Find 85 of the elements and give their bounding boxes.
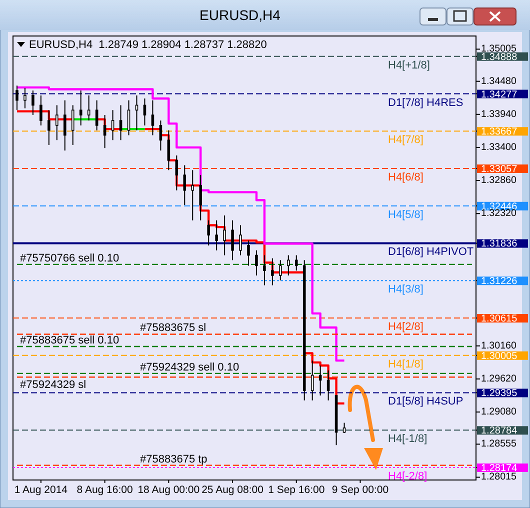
ref-line-label: H4[2/8]	[388, 321, 424, 334]
candlestick	[63, 100, 66, 152]
y-tick-label: 1.33057	[481, 164, 518, 175]
candlestick	[247, 240, 250, 266]
ref-line-label: D1[5/8] H4SUP	[388, 396, 464, 408]
candlestick	[199, 174, 202, 221]
candlestick	[255, 250, 258, 276]
chart-subtitle: EURUSD,H4 1.28749 1.28904 1.28737 1.28820	[29, 39, 267, 51]
x-tick-label: 18 Aug 00:00	[138, 484, 200, 496]
candlestick	[263, 254, 266, 286]
y-tick-label: 1.33940	[481, 108, 517, 120]
y-tick-label: 1.34480	[481, 76, 517, 87]
candlestick	[24, 88, 26, 109]
ref-line-label: H4[1/8]	[388, 358, 424, 370]
ref-line-label: H4[6/8]	[388, 171, 424, 184]
candlestick	[71, 104, 74, 146]
ref-line-label: D1[7/8] H4RES	[388, 96, 464, 109]
chart-title: EURUSD,H4	[200, 7, 281, 23]
series-label: #75883675 tp	[140, 453, 208, 466]
y-tick-label: 1.30005	[481, 350, 518, 362]
candlestick	[127, 100, 130, 136]
candlestick	[191, 170, 194, 221]
x-tick-label: 9 Sep 00:00	[332, 484, 389, 496]
y-tick-label: 1.29395	[481, 388, 518, 400]
candlestick	[95, 100, 98, 131]
ref-line-label: D1[6/8] H4PIVOT	[388, 246, 474, 258]
candlestick	[215, 220, 218, 251]
candlestick	[223, 214, 226, 256]
series-label: #75924329 sl	[20, 379, 86, 392]
candlestick	[40, 94, 42, 126]
y-tick-label: 1.28784	[481, 426, 518, 437]
y-tick-label: 1.34277	[481, 89, 518, 100]
candlestick	[56, 104, 58, 141]
candlestick	[32, 90, 34, 116]
candlestick	[16, 85, 18, 111]
candlestick	[183, 164, 186, 206]
y-tick-label: 1.33400	[481, 142, 517, 153]
ref-line-label: H4[7/8]	[388, 134, 424, 146]
candlestick	[318, 364, 322, 396]
series-label: #75883675 sl	[140, 322, 206, 334]
candlestick	[342, 422, 346, 434]
candlestick	[48, 110, 50, 146]
candlestick	[119, 104, 122, 141]
candlestick	[103, 114, 106, 149]
x-tick-label: 1 Sep 16:00	[268, 484, 325, 496]
series-label: #75883675 sell 0.10	[20, 334, 120, 346]
y-tick-label: 1.32320	[481, 208, 517, 220]
y-tick-label: 1.31836	[481, 238, 518, 250]
candlestick	[79, 90, 82, 126]
candlestick	[207, 220, 210, 246]
candlestick	[294, 254, 298, 272]
ref-line-label: H4[-1/8]	[388, 433, 428, 446]
candlestick	[111, 110, 114, 141]
series-label: #75924329 sell 0.10	[140, 361, 240, 374]
y-tick-label: 1.32860	[481, 175, 517, 186]
y-tick-label: 1.30160	[481, 340, 517, 352]
candlestick	[135, 94, 138, 131]
ref-line-label: H4[3/8]	[388, 284, 424, 296]
y-tick-label: 1.33667	[481, 126, 518, 138]
y-tick-label: 1.31226	[481, 276, 518, 288]
candlestick	[175, 154, 178, 191]
candlestick	[287, 254, 290, 276]
y-tick-label: 1.28015	[481, 472, 517, 483]
candlestick	[87, 94, 90, 122]
x-tick-label: 25 Aug 08:00	[202, 484, 264, 496]
y-tick-label: 1.29080	[481, 406, 517, 418]
candlestick	[231, 220, 234, 261]
y-tick-label: 1.28555	[481, 438, 517, 450]
ref-line-label: H4[5/8]	[388, 208, 424, 221]
y-tick-label: 1.34888	[481, 52, 518, 63]
y-tick-label: 1.30615	[481, 314, 518, 325]
candlestick	[239, 224, 242, 256]
candlestick	[279, 260, 282, 281]
x-tick-label: 8 Aug 16:00	[76, 484, 133, 496]
candlestick	[159, 120, 162, 152]
y-tick-label: 1.29620	[481, 373, 517, 384]
series-label: #75750766 sell 0.10	[20, 252, 120, 264]
ref-line-label: H4[-2/8]	[388, 470, 428, 483]
ref-line-label: H4[+1/8]	[388, 59, 430, 72]
candlestick	[167, 130, 170, 171]
candlestick	[271, 258, 274, 286]
candlestick	[143, 98, 146, 126]
candlestick	[310, 360, 314, 401]
x-tick-label: 1 Aug 2014	[14, 484, 68, 496]
candlestick	[151, 100, 154, 136]
